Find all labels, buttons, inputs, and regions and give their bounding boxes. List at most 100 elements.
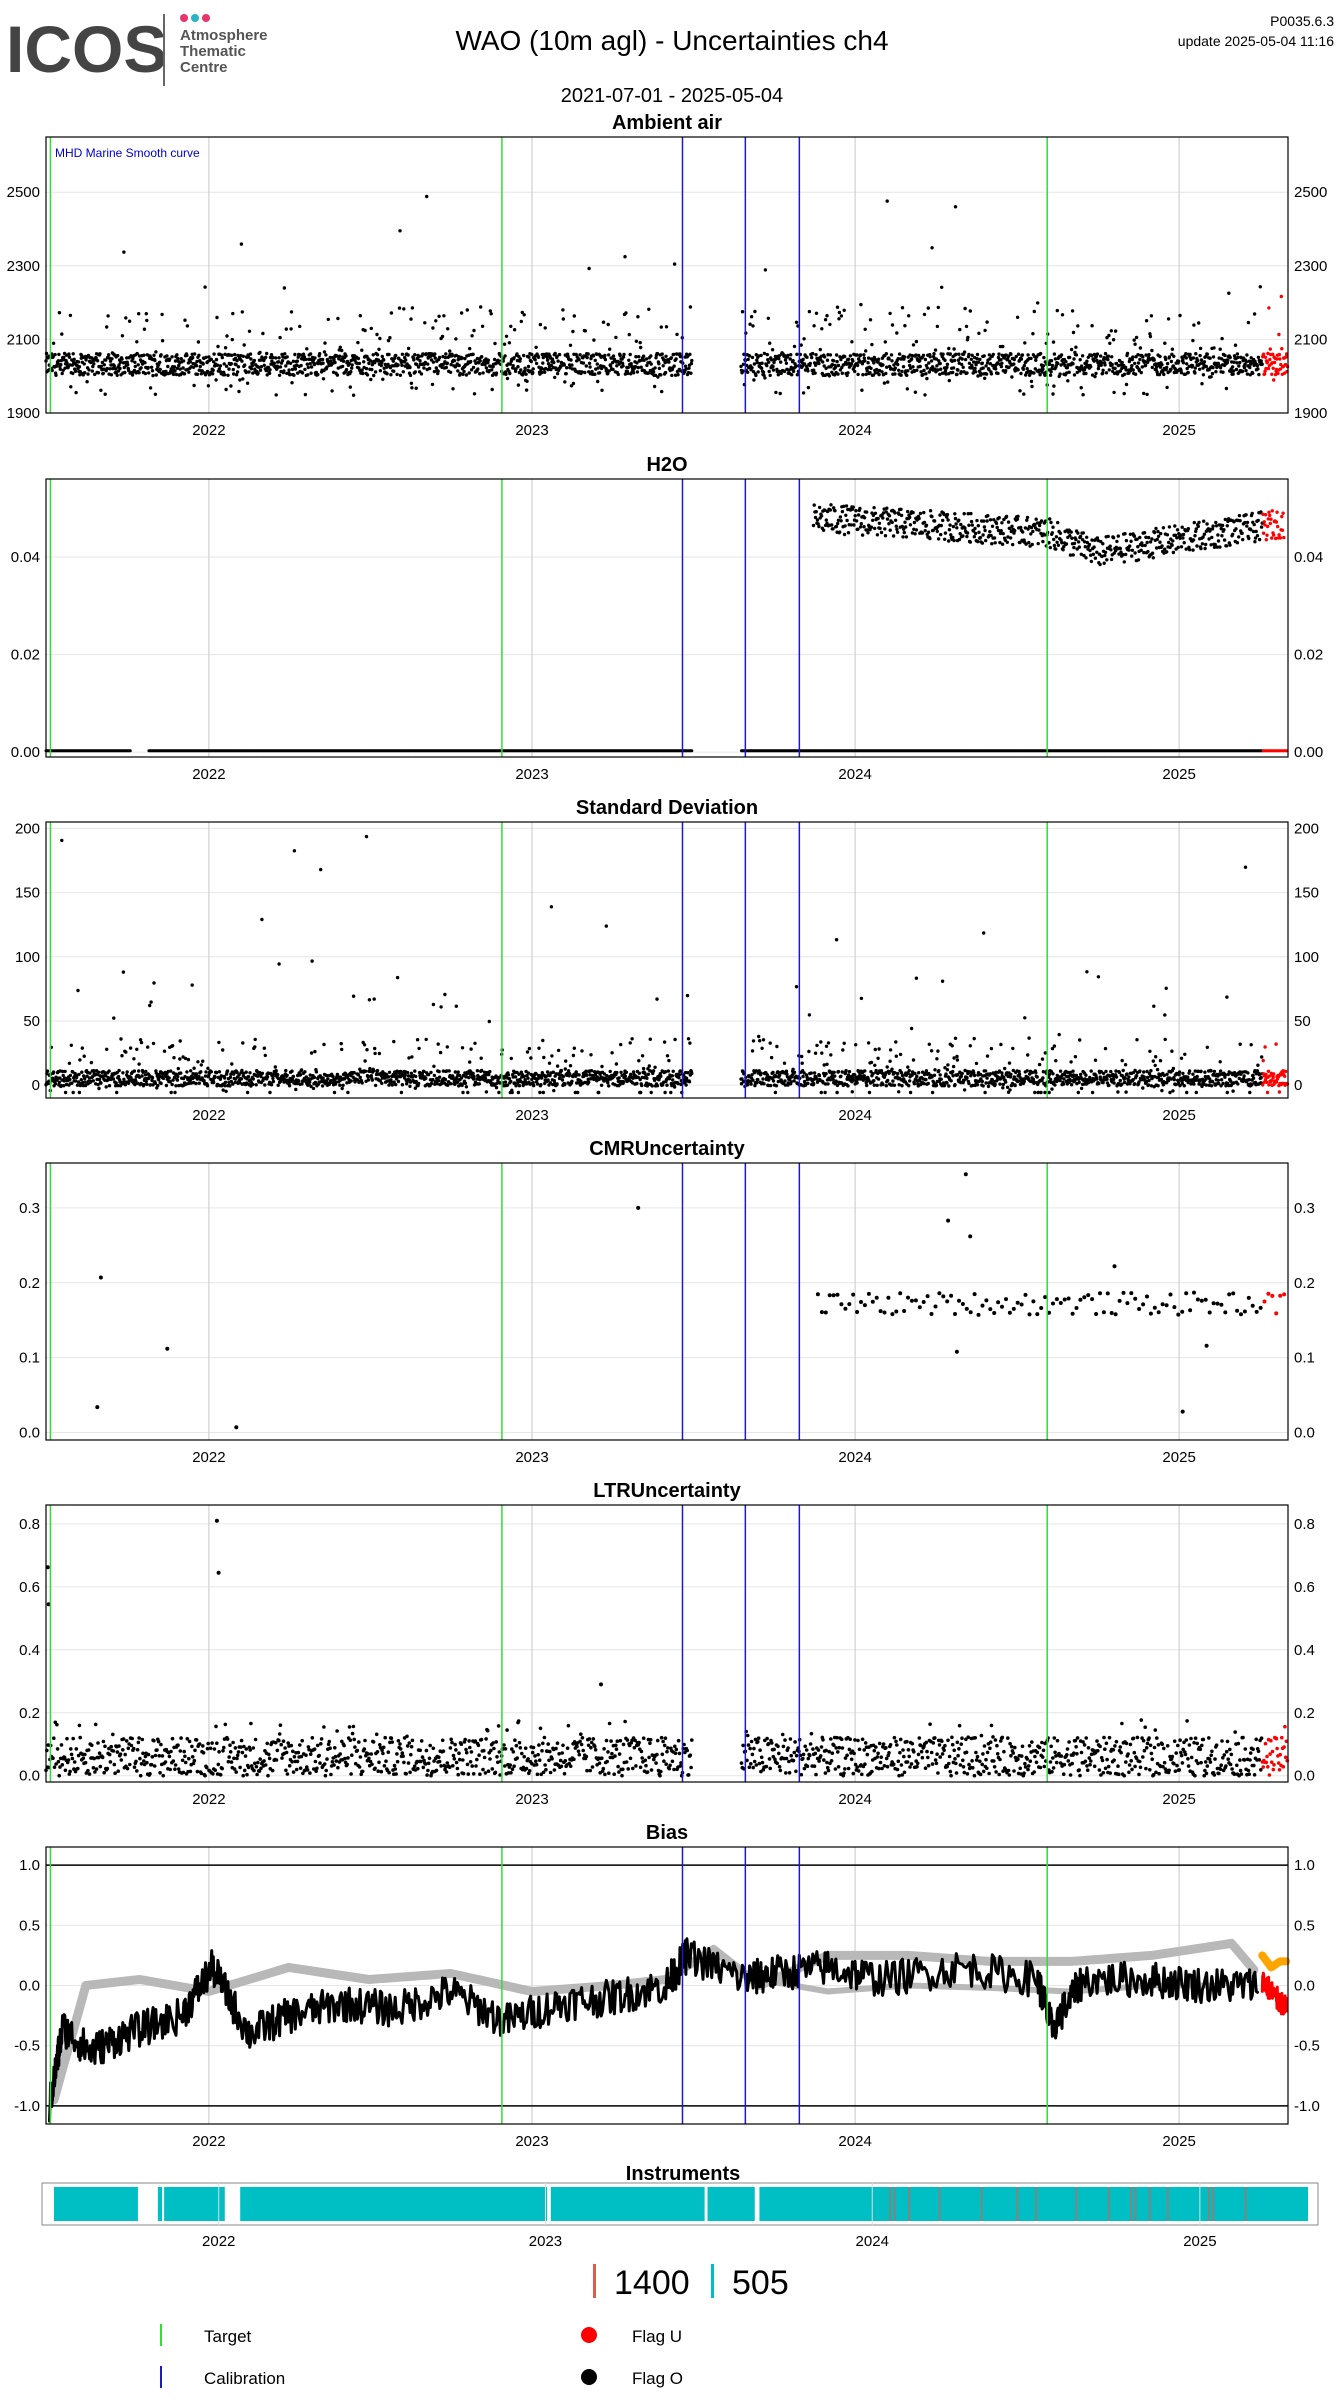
data-point — [779, 371, 783, 376]
data-point — [1222, 538, 1227, 542]
data-point — [1161, 526, 1166, 530]
data-point — [1196, 358, 1200, 363]
ytick-right-stddev: 50 — [1294, 1013, 1311, 1030]
data-point — [104, 358, 108, 362]
data-point — [516, 383, 521, 387]
data-point — [104, 1085, 108, 1089]
data-point — [159, 353, 163, 357]
data-point — [1064, 542, 1069, 546]
data-point — [935, 364, 939, 368]
data-point — [105, 1047, 109, 1052]
data-point — [933, 348, 938, 352]
data-point — [907, 314, 911, 318]
data-point — [201, 1059, 205, 1063]
data-point — [1085, 535, 1089, 539]
data-point — [774, 390, 778, 395]
data-point — [348, 385, 352, 389]
data-point — [167, 1076, 171, 1080]
data-point — [349, 358, 353, 363]
data-point — [1038, 373, 1042, 377]
data-point — [660, 389, 664, 394]
data-point — [856, 513, 861, 517]
data-point — [153, 358, 157, 363]
data-point — [1256, 518, 1260, 523]
data-point — [406, 346, 411, 351]
data-point — [1051, 392, 1055, 396]
data-point — [135, 340, 139, 344]
data-point — [956, 368, 960, 372]
data-point — [112, 1016, 116, 1020]
data-point — [921, 372, 925, 377]
data-point — [1106, 354, 1111, 358]
data-point — [85, 380, 89, 384]
data-point — [595, 362, 599, 366]
data-point — [1201, 535, 1205, 539]
data-point — [977, 331, 981, 335]
data-point — [902, 355, 907, 359]
data-point — [751, 369, 756, 374]
data-point — [214, 357, 219, 362]
data-point — [801, 357, 805, 362]
data-point — [158, 360, 162, 364]
data-point — [771, 364, 775, 369]
data-point — [364, 366, 369, 371]
data-point — [89, 360, 93, 365]
data-point — [810, 355, 814, 360]
data-point — [834, 524, 839, 529]
data-point — [465, 308, 469, 312]
data-point — [329, 359, 333, 363]
data-point — [77, 365, 82, 369]
data-point — [806, 385, 811, 390]
data-point — [901, 535, 905, 539]
data-point — [489, 312, 493, 316]
data-point — [1171, 550, 1176, 555]
data-point — [133, 364, 137, 369]
data-point — [987, 368, 991, 372]
data-point — [1093, 374, 1097, 379]
data-point — [865, 510, 869, 514]
data-point — [683, 369, 687, 374]
data-point — [963, 306, 967, 311]
data-point — [272, 361, 276, 365]
data-point — [915, 368, 919, 372]
data-point — [943, 369, 948, 373]
data-point — [534, 345, 538, 349]
data-point — [1144, 353, 1148, 357]
data-point — [827, 374, 832, 378]
data-point — [1190, 363, 1195, 368]
data-point — [65, 361, 69, 365]
data-point — [505, 376, 510, 381]
data-point — [431, 360, 436, 364]
data-point — [761, 370, 766, 374]
data-point — [246, 355, 251, 359]
data-point — [517, 370, 522, 375]
data-point — [868, 371, 872, 375]
data-point — [1157, 372, 1162, 377]
data-point — [565, 366, 569, 370]
data-point — [87, 368, 91, 372]
data-point — [83, 371, 87, 375]
data-point — [999, 364, 1004, 369]
data-point — [846, 531, 851, 535]
data-point — [877, 372, 881, 377]
data-point — [843, 354, 847, 359]
data-point — [524, 372, 528, 376]
data-point — [561, 317, 565, 321]
data-point — [1101, 542, 1105, 546]
data-point — [934, 357, 939, 361]
data-point — [1179, 371, 1184, 375]
data-point — [938, 372, 942, 376]
data-point — [965, 371, 969, 375]
data-point — [396, 363, 400, 367]
data-point — [375, 353, 380, 357]
data-point — [623, 255, 627, 259]
data-point — [1041, 539, 1045, 544]
data-point — [1029, 356, 1033, 361]
data-point — [639, 345, 643, 350]
data-point — [78, 370, 83, 374]
data-point — [1071, 553, 1075, 557]
data-point — [433, 352, 437, 356]
data-point — [1050, 366, 1054, 371]
data-point — [1202, 532, 1207, 536]
data-point — [270, 359, 274, 363]
